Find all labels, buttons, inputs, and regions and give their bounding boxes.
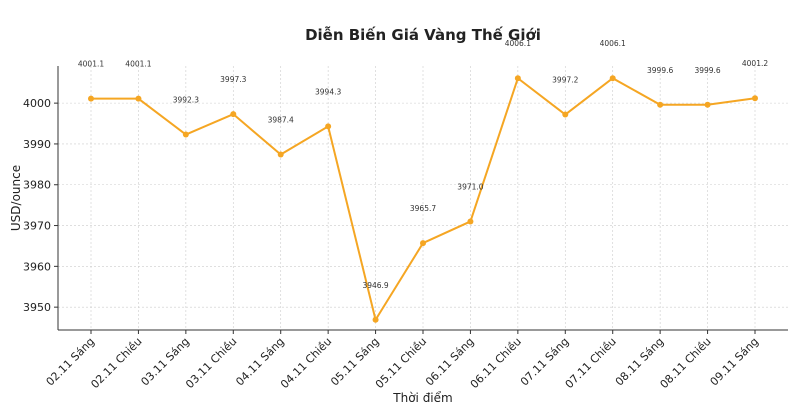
value-label: 3999.6 bbox=[647, 66, 673, 75]
point bbox=[657, 101, 664, 108]
point bbox=[88, 95, 94, 102]
value-label: 4006.1 bbox=[505, 39, 531, 48]
point bbox=[467, 218, 474, 225]
x-tick-label: 06.11 Chiều bbox=[468, 335, 524, 391]
point bbox=[420, 240, 426, 247]
value-label: 3971.0 bbox=[457, 182, 483, 191]
point bbox=[372, 316, 379, 323]
point bbox=[752, 95, 758, 102]
point bbox=[277, 151, 284, 158]
value-label: 3999.6 bbox=[694, 66, 720, 75]
x-tick-label: 04.11 Chiều bbox=[278, 335, 334, 391]
point bbox=[135, 95, 142, 102]
y-tick-label: 3980 bbox=[23, 179, 51, 192]
point bbox=[704, 101, 711, 108]
x-axis-label: Thời điểm bbox=[392, 391, 452, 405]
y-tick-label: 3970 bbox=[23, 220, 51, 233]
point bbox=[230, 111, 237, 118]
value-label: 4001.1 bbox=[125, 60, 151, 69]
value-label: 3992.3 bbox=[173, 96, 199, 105]
value-label: 4001.1 bbox=[78, 60, 104, 69]
value-label: 4001.2 bbox=[742, 59, 768, 68]
point bbox=[325, 123, 332, 130]
point bbox=[514, 75, 521, 82]
point bbox=[562, 111, 569, 118]
value-label: 4006.1 bbox=[600, 39, 626, 48]
x-tick-label: 05.11 Chiều bbox=[373, 335, 429, 391]
chart-title: Diễn Biến Giá Vàng Thế Giới bbox=[305, 25, 541, 44]
y-axis-label: USD/ounce bbox=[9, 165, 23, 231]
y-tick-label: 3950 bbox=[23, 301, 51, 314]
value-label: 3997.3 bbox=[220, 75, 246, 84]
y-tick-label: 4000 bbox=[23, 97, 51, 110]
value-label: 3965.7 bbox=[410, 204, 436, 213]
value-label: 3987.4 bbox=[268, 116, 294, 125]
x-tick-label: 09.11 Sáng bbox=[708, 335, 762, 389]
x-tick-label: 07.11 Chiều bbox=[563, 335, 619, 391]
point bbox=[609, 75, 616, 82]
value-label: 3997.2 bbox=[552, 76, 578, 85]
x-tick-label: 08.11 Chiều bbox=[658, 335, 714, 391]
x-tick-label: 02.11 Chiều bbox=[88, 335, 144, 391]
point bbox=[182, 131, 189, 138]
value-label: 3994.3 bbox=[315, 87, 341, 96]
x-tick-label: 03.11 Chiều bbox=[183, 335, 239, 391]
y-tick-label: 3990 bbox=[23, 138, 51, 151]
y-tick-label: 3960 bbox=[23, 260, 51, 273]
value-label: 3946.9 bbox=[362, 281, 388, 290]
